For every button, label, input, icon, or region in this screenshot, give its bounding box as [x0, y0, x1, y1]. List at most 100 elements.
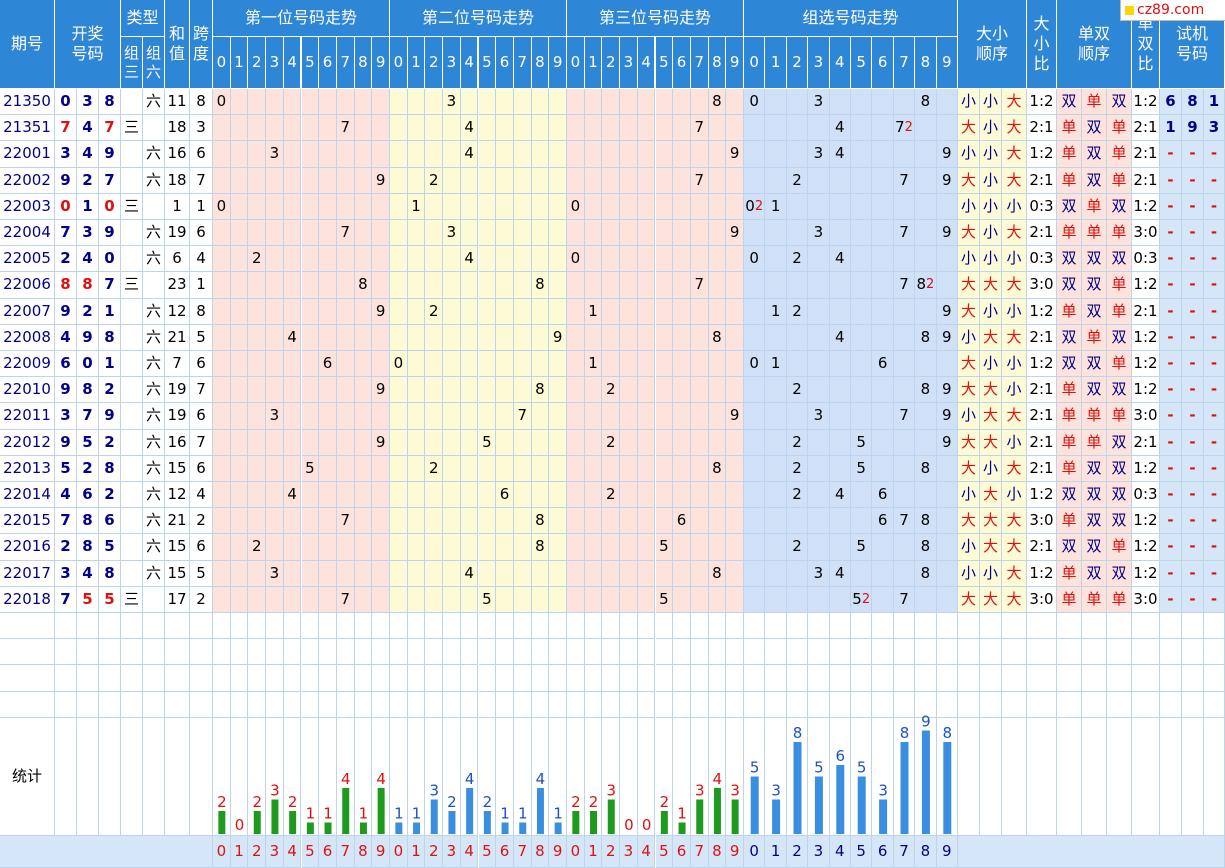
empty-cell [1002, 665, 1027, 692]
empty-cell [372, 613, 390, 640]
draw-digit: 5 [55, 455, 77, 482]
pos1-cell [336, 246, 355, 273]
pos3-cell [637, 560, 656, 587]
stats-empty [958, 717, 980, 836]
pos1-cell [336, 455, 355, 482]
group-cell [936, 560, 958, 587]
pos1-cell [248, 115, 267, 142]
pos1-cell [266, 298, 284, 325]
bs-cell: 小 [1002, 246, 1027, 273]
oe-cell: 双 [1057, 246, 1082, 273]
group-cell [915, 403, 937, 430]
group-cell [893, 482, 916, 509]
oe-cell: 双 [1082, 534, 1107, 561]
empty-cell [230, 639, 249, 666]
trial-cell: - [1160, 193, 1182, 220]
trial-cell: - [1160, 377, 1182, 404]
trial-cell: - [1182, 220, 1204, 247]
bs-cell: 大 [1002, 508, 1027, 535]
pos1-cell [230, 482, 249, 509]
bs-cell: 大 [958, 508, 980, 535]
pos3-cell [602, 455, 621, 482]
bs-ratio-cell: 2:1 [1027, 324, 1057, 351]
bs-cell: 大 [1002, 403, 1027, 430]
type-g3-cell [121, 429, 143, 456]
empty-cell [765, 613, 787, 640]
pos2-cell [407, 482, 426, 509]
pos2-cell [460, 534, 479, 561]
bs-cell: 大 [958, 298, 980, 325]
oe-cell: 双 [1107, 560, 1132, 587]
pos1-cell: 9 [372, 298, 390, 325]
group-cell: 5 [851, 455, 873, 482]
type-g6-cell: 六 [143, 403, 165, 430]
empty-cell [708, 613, 727, 640]
pos1-cell [319, 115, 337, 142]
group-cell [744, 324, 766, 351]
period-cell: 22018 [0, 586, 55, 613]
empty-cell [690, 691, 709, 718]
pos2-cell [513, 141, 532, 168]
bs-cell: 大 [958, 455, 980, 482]
empty-cell [1160, 691, 1182, 718]
draw-digit: 2 [99, 377, 121, 404]
draw-digit: 7 [55, 508, 77, 535]
group-cell [744, 534, 766, 561]
type-g6-cell: 六 [143, 167, 165, 194]
bs-cell: 大 [958, 220, 980, 247]
empty-cell [336, 691, 355, 718]
pos3-cell [708, 246, 727, 273]
empty-cell [478, 691, 497, 718]
bs-cell: 小 [980, 193, 1002, 220]
pos2-cell [478, 89, 497, 116]
draw-digit: 2 [55, 246, 77, 273]
pos1-cell [336, 403, 355, 430]
logo-text: cz89.com [1137, 2, 1205, 18]
pos2-cell [549, 429, 567, 456]
stats-col [851, 717, 873, 836]
pos1-cell [301, 220, 320, 247]
pos3-cell [584, 377, 603, 404]
type-g6-cell: 六 [143, 220, 165, 247]
group-cell [744, 455, 766, 482]
trial-cell: - [1160, 220, 1182, 247]
header-pos1-digit: 9 [372, 37, 390, 89]
bottom-group-digit: 9 [936, 836, 958, 868]
pos1-cell [336, 377, 355, 404]
type-g6-cell: 六 [143, 351, 165, 378]
empty-cell [266, 613, 284, 640]
bs-cell: 大 [958, 377, 980, 404]
empty-cell [121, 691, 143, 718]
empty-cell [443, 613, 461, 640]
period-cell: 22016 [0, 534, 55, 561]
bs-cell: 小 [958, 324, 980, 351]
stats-empty [1082, 717, 1107, 836]
empty-cell [230, 613, 249, 640]
pos2-cell [407, 324, 426, 351]
draw-digit: 9 [55, 377, 77, 404]
pos1-cell [283, 403, 302, 430]
bs-ratio-cell: 0:3 [1027, 193, 1057, 220]
type-g3-cell: 三 [121, 272, 143, 299]
oe-cell: 双 [1082, 377, 1107, 404]
trial-cell: - [1160, 586, 1182, 613]
pos3-cell [726, 324, 744, 351]
header-group-digit: 9 [936, 37, 958, 89]
pos2-cell [513, 246, 532, 273]
period-cell: 22011 [0, 403, 55, 430]
group-cell: 3 [808, 560, 830, 587]
stats-col [808, 717, 830, 836]
pos1-cell [354, 508, 373, 535]
pos1-cell [213, 141, 231, 168]
type-g6-cell: 六 [143, 141, 165, 168]
empty-cell [1132, 665, 1160, 692]
group-cell [936, 586, 958, 613]
stats-col [872, 717, 894, 836]
pos3-cell [567, 351, 585, 378]
oe-cell: 单 [1082, 403, 1107, 430]
group-cell [829, 403, 851, 430]
bottom-pos-digit: 7 [336, 836, 355, 868]
pos1-cell [283, 193, 302, 220]
oe-cell: 双 [1107, 508, 1132, 535]
draw-digit: 8 [55, 272, 77, 299]
